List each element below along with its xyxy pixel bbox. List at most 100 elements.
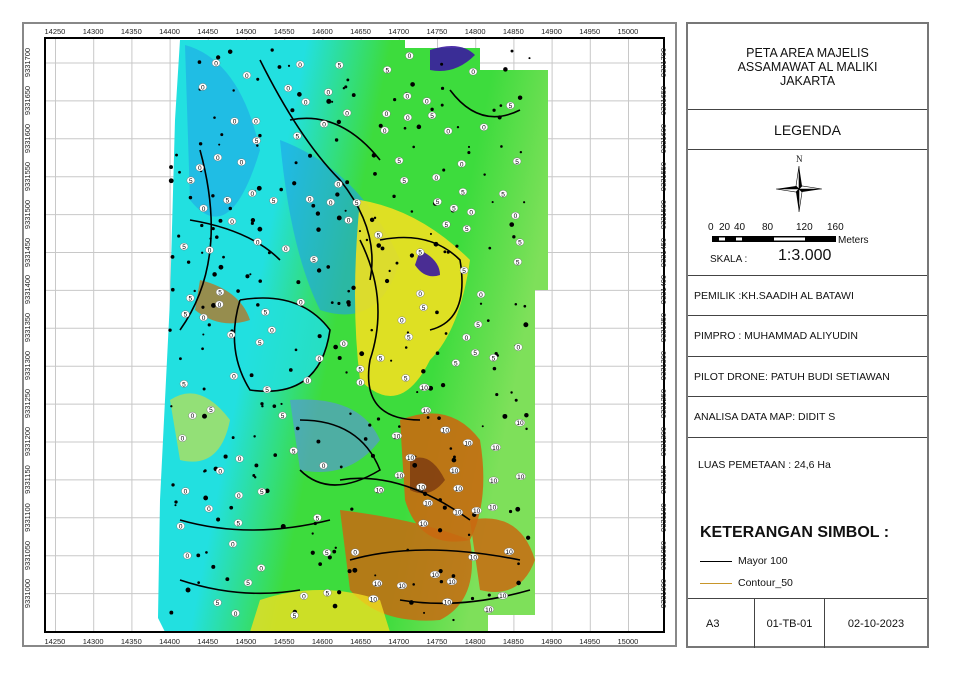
svg-text:0: 0 [259,565,263,572]
title-line: ASSAMAWAT AL MALIKI [737,60,878,74]
map-neatline [44,37,665,633]
coordinate-label: 9331450 [23,237,33,267]
footer-row: A3 01-TB-01 02-10-2023 [688,599,927,648]
svg-text:0: 0 [482,125,486,132]
svg-text:5: 5 [189,178,193,185]
north-arrow-icon [776,166,822,212]
svg-text:5: 5 [295,133,299,140]
contour-label: 0 [199,313,208,322]
svg-text:10: 10 [499,593,507,600]
contour-label: 5 [313,514,322,522]
svg-text:0: 0 [425,99,429,106]
contour-label: 10 [446,577,458,586]
svg-text:10: 10 [420,521,428,528]
coordinate-label: 9331200 [659,426,669,457]
scale-tick-label: 160 [827,222,844,233]
coordinate-label: 9331650 [659,85,669,115]
project-lead: PIMPRO : MUHAMMAD ALIYUDIN [688,316,927,357]
svg-text:0: 0 [347,218,351,225]
contour-label: 0 [344,216,353,225]
svg-text:0: 0 [299,300,303,307]
svg-text:0: 0 [218,302,222,309]
contour-label: 0 [235,455,244,463]
svg-text:0: 0 [306,378,310,385]
svg-text:0: 0 [214,61,218,68]
contour-label: 0 [198,83,207,91]
contour-label: 0 [178,434,187,443]
svg-text:5: 5 [316,515,320,522]
contour-label: 10 [416,483,427,491]
contour-label: 5 [278,411,287,420]
scale-bar [712,236,836,242]
svg-text:10: 10 [370,596,378,603]
contour-label: 0 [183,551,192,560]
coordinate-label: 9331150 [658,465,668,494]
svg-text:5: 5 [444,222,448,229]
contour-label: 5 [335,61,344,70]
symbols-heading: KETERANGAN SIMBOL : [700,524,890,541]
coordinate-label: 14300 [82,27,104,36]
contour-label: 0 [234,491,244,500]
contour-label: 0 [405,52,414,60]
svg-text:0: 0 [322,121,326,128]
svg-text:0: 0 [298,62,302,69]
coordinate-label: 14450 [197,637,219,646]
coordinate-label: 14850 [502,637,524,646]
coordinate-label: 14950 [579,27,601,36]
svg-text:5: 5 [184,312,188,319]
contour-label: 0 [457,160,466,168]
contour-label: 0 [267,326,277,335]
coordinate-label: 14550 [273,27,295,36]
contour-label: 5 [415,248,425,257]
coordinate-label: 14450 [197,27,219,36]
svg-text:0: 0 [359,380,363,387]
contour-label: 5 [289,447,298,455]
contour-label: 5 [243,578,253,587]
svg-text:5: 5 [338,63,342,70]
svg-text:5: 5 [258,340,262,347]
svg-text:0: 0 [234,611,238,618]
symbol-label: Mayor 100 [738,555,788,567]
contour-label: 0 [195,163,204,172]
contour-label: 10 [429,570,441,579]
contour-label: 5 [506,101,515,110]
svg-text:0: 0 [460,161,464,168]
contour-label: 10 [440,426,451,435]
svg-text:10: 10 [516,420,524,427]
coordinate-label: 9331500 [659,199,669,229]
scale-tick-label: 40 [734,222,746,233]
contour-label: 0 [432,173,441,182]
sheet-number: 01-TB-01 [755,599,825,648]
svg-text:5: 5 [385,67,389,74]
svg-text:5: 5 [407,334,411,341]
coordinate-label: 9331650 [23,85,33,115]
svg-text:0: 0 [471,69,475,76]
coordinate-label: 14800 [464,27,486,36]
north-label: N [796,154,803,164]
contour-label: 0 [176,522,185,531]
coordinate-label: 9331400 [23,275,33,305]
map-view[interactable]: 10 5 5 5 0 10 0 5 0 5 0 5 10 10 10 5 5 0 10 5 0 5 5 0 5 5 5 5 0 5 0 5 5 1… [0,0,686,678]
contour-label: 5 [179,242,189,251]
coordinate-label: 15000 [617,27,639,36]
contour-label: 0 [350,548,360,557]
contour-label: 10 [391,432,402,440]
contour-label: 5 [489,354,498,362]
contour-label: 10 [372,579,383,588]
coordinate-label: 14350 [120,27,142,36]
svg-text:10: 10 [424,500,432,507]
svg-text:10: 10 [431,572,439,579]
owner: PEMILIK :KH.SAADIH AL BATAWI [688,276,927,316]
contour-label: 0 [303,376,312,385]
svg-text:0: 0 [238,456,242,463]
contour-label: 0 [296,298,305,307]
svg-text:10: 10 [517,474,525,481]
coordinate-label: 9331300 [659,351,669,381]
svg-text:5: 5 [501,191,505,198]
title-line: PETA AREA MAJELIS [746,46,869,60]
scale-tick-label: 20 [719,222,731,233]
contour-label: 0 [199,204,208,213]
svg-text:0: 0 [408,53,412,60]
coordinate-label: 9331250 [659,388,669,419]
svg-text:0: 0 [245,73,249,80]
